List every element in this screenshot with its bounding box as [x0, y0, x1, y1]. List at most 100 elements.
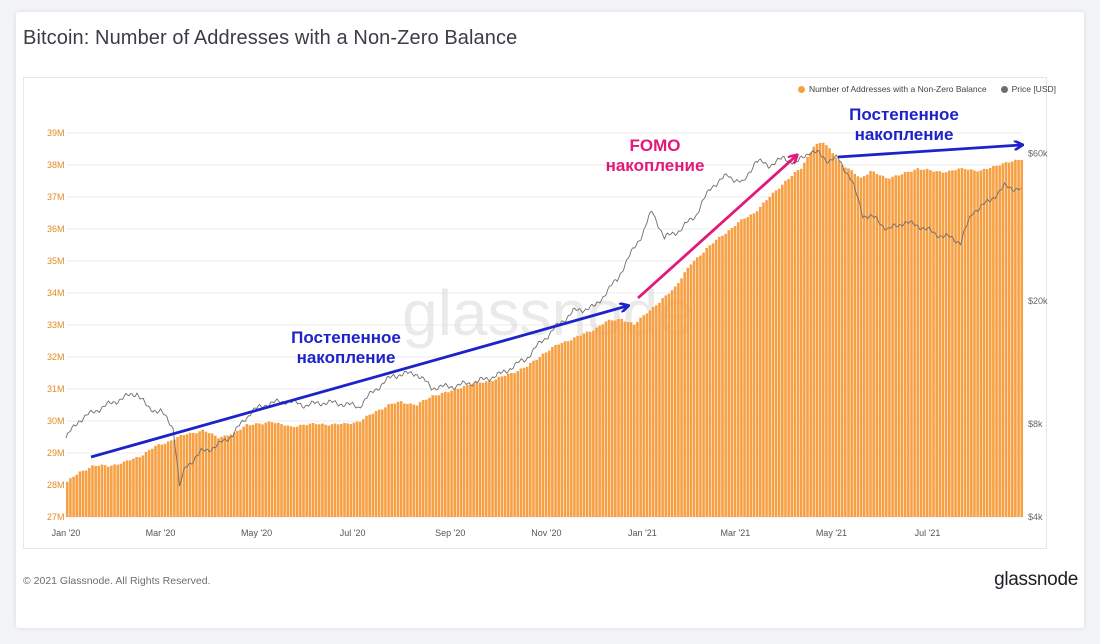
address-bar	[100, 464, 104, 517]
address-bar	[673, 286, 677, 517]
address-bar	[340, 423, 343, 517]
address-bar	[566, 341, 570, 517]
address-bar	[122, 461, 126, 517]
address-bar	[784, 180, 787, 517]
address-bar	[195, 433, 198, 517]
address-bar	[658, 302, 661, 517]
address-bar	[289, 426, 293, 517]
legend-swatch-price	[1000, 85, 1008, 93]
address-bar	[711, 243, 715, 517]
address-bar	[431, 395, 434, 517]
address-bar	[740, 219, 743, 517]
y-left-tick-label: 38M	[47, 160, 65, 170]
address-bar	[607, 319, 611, 517]
address-bar	[774, 190, 778, 517]
x-tick-label: May '21	[816, 528, 847, 538]
address-bar	[916, 168, 920, 517]
address-bar	[261, 424, 264, 517]
address-bar	[900, 174, 904, 517]
footer-logo[interactable]: glassnode	[994, 569, 1078, 590]
x-tick-label: Mar '21	[720, 528, 750, 538]
address-bar	[762, 202, 765, 518]
address-bar	[302, 424, 305, 517]
x-tick-label: Jan '21	[628, 528, 657, 538]
address-bar	[217, 438, 220, 517]
address-bar	[617, 319, 620, 517]
address-bar	[292, 427, 296, 517]
address-bar	[579, 335, 583, 517]
address-bar	[412, 404, 416, 517]
watermark-text: glassnode	[402, 277, 694, 349]
x-tick-label: Mar '20	[146, 528, 176, 538]
legend-item-addresses[interactable]: Number of Addresses with a Non-Zero Bala…	[797, 84, 987, 94]
address-bar	[66, 481, 69, 517]
address-bar	[311, 422, 315, 517]
x-tick-label: Jul '20	[340, 528, 366, 538]
address-bar	[585, 331, 589, 517]
address-bar	[705, 247, 709, 517]
address-bar	[755, 211, 759, 517]
address-bar	[129, 460, 132, 517]
address-bar	[223, 435, 227, 517]
address-bar	[188, 432, 192, 517]
address-bar	[995, 165, 998, 517]
address-bar	[513, 373, 516, 517]
address-bar	[982, 168, 986, 517]
address-bar	[286, 425, 290, 517]
address-bar	[1014, 159, 1017, 518]
address-bar	[380, 409, 384, 517]
address-bar	[160, 444, 164, 517]
address-bar	[815, 143, 819, 517]
address-bar	[869, 171, 872, 517]
address-bar	[683, 272, 686, 517]
address-bar	[862, 176, 866, 518]
address-bar	[557, 344, 560, 517]
address-bar	[277, 422, 280, 517]
address-bar	[721, 235, 724, 517]
address-bar	[595, 327, 598, 517]
address-bar	[500, 376, 504, 517]
address-bar	[743, 218, 746, 517]
legend-label-addresses: Number of Addresses with a Non-Zero Bala…	[808, 84, 987, 94]
address-bar	[884, 178, 888, 517]
address-bar	[166, 441, 170, 517]
address-bar	[689, 264, 693, 517]
address-bar	[547, 350, 551, 517]
address-bar	[305, 425, 308, 517]
address-bar	[365, 415, 368, 517]
address-bar	[283, 425, 286, 517]
address-bar	[141, 455, 145, 517]
address-bar	[192, 432, 195, 517]
address-bar	[985, 169, 989, 517]
address-bar	[825, 145, 828, 518]
address-bar	[1004, 162, 1008, 517]
address-bar	[651, 306, 655, 517]
address-bar	[456, 388, 460, 517]
address-bar	[604, 321, 608, 517]
legend-item-price[interactable]: Price [USD]	[1000, 84, 1056, 94]
address-bar	[532, 360, 535, 517]
address-bar	[399, 401, 403, 517]
address-bar	[891, 176, 894, 518]
address-bar	[135, 457, 138, 517]
x-tick-label: Sep '20	[435, 528, 465, 538]
address-bar	[280, 424, 283, 517]
address-bar	[1001, 163, 1005, 517]
address-bar	[913, 169, 916, 517]
address-bar	[998, 165, 1001, 518]
address-bar	[377, 409, 381, 517]
y-left-tick-label: 33M	[47, 320, 65, 330]
address-bar	[944, 172, 948, 517]
address-bar	[324, 424, 327, 517]
address-bar	[393, 403, 397, 517]
address-bar	[475, 381, 479, 517]
address-bar	[169, 440, 173, 517]
address-bar	[119, 463, 123, 517]
address-bar	[163, 443, 167, 517]
address-bar	[551, 347, 554, 517]
address-bar	[220, 436, 223, 517]
address-bar	[623, 321, 627, 517]
y-left-tick-label: 29M	[47, 448, 65, 458]
address-bar	[440, 392, 444, 517]
address-bar	[459, 388, 463, 517]
